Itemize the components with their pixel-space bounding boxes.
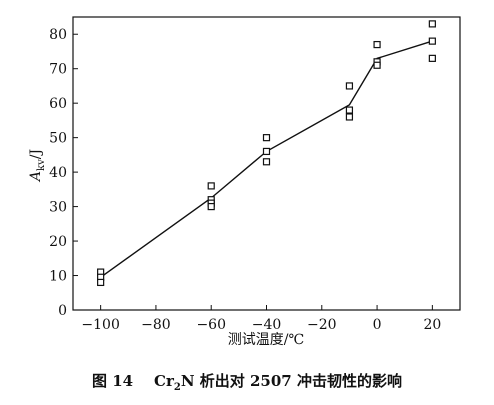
- data-point: [428, 20, 436, 28]
- x-tick-label: −40: [252, 317, 282, 333]
- data-point: [345, 106, 354, 114]
- y-axis-label-main: A: [28, 171, 44, 183]
- x-tick-label: −20: [307, 317, 337, 333]
- caption-subscript: 2: [173, 382, 181, 393]
- y-tick-label: 80: [49, 27, 67, 43]
- y-tick-label: 50: [49, 131, 67, 147]
- data-point: [207, 202, 215, 211]
- data-point: [345, 113, 354, 121]
- x-tick-label: −100: [81, 317, 119, 333]
- x-tick-label: −80: [141, 317, 171, 333]
- y-tick-label: 70: [49, 62, 67, 78]
- data-point: [428, 54, 436, 62]
- y-tick-label: 20: [49, 234, 67, 250]
- y-tick-label: 30: [49, 200, 67, 216]
- trend-line: [100, 40, 433, 278]
- data-point: [262, 134, 271, 142]
- caption-cr: Cr: [154, 372, 174, 390]
- caption-number: 图 14: [92, 372, 134, 390]
- data-point: [373, 61, 381, 69]
- y-axis: 0 10 20 30 40 50 60 70 80: [49, 27, 78, 319]
- data-point: [262, 147, 271, 156]
- data-point: [345, 82, 354, 90]
- data-point: [207, 182, 215, 190]
- data-point: [428, 37, 436, 45]
- data-point: [97, 278, 105, 287]
- y-tick-label: 10: [49, 269, 67, 285]
- x-axis: −100 −80 −60 −40 −20 0 20: [81, 305, 441, 333]
- x-tick-label: 20: [423, 317, 441, 333]
- trend-line-group: [100, 40, 433, 278]
- y-tick-label: 60: [49, 96, 67, 112]
- x-tick-label: 0: [373, 317, 382, 333]
- caption-text: N 析出对 2507 冲击韧性的影响: [180, 372, 402, 390]
- y-axis-label-subscript: kv: [36, 159, 47, 171]
- x-axis-label: 测试温度/℃: [228, 332, 304, 348]
- y-tick-label: 40: [49, 165, 67, 181]
- data-point: [373, 40, 381, 49]
- figure-caption: 图 14 Cr2N 析出对 2507 冲击韧性的影响: [0, 370, 494, 393]
- y-axis-label: Akv/J: [28, 149, 47, 183]
- data-point: [262, 158, 271, 166]
- y-axis-label-unit: /J: [28, 149, 44, 159]
- x-tick-label: −60: [196, 317, 226, 333]
- y-tick-label: 0: [58, 303, 67, 319]
- markers-group: [97, 20, 436, 287]
